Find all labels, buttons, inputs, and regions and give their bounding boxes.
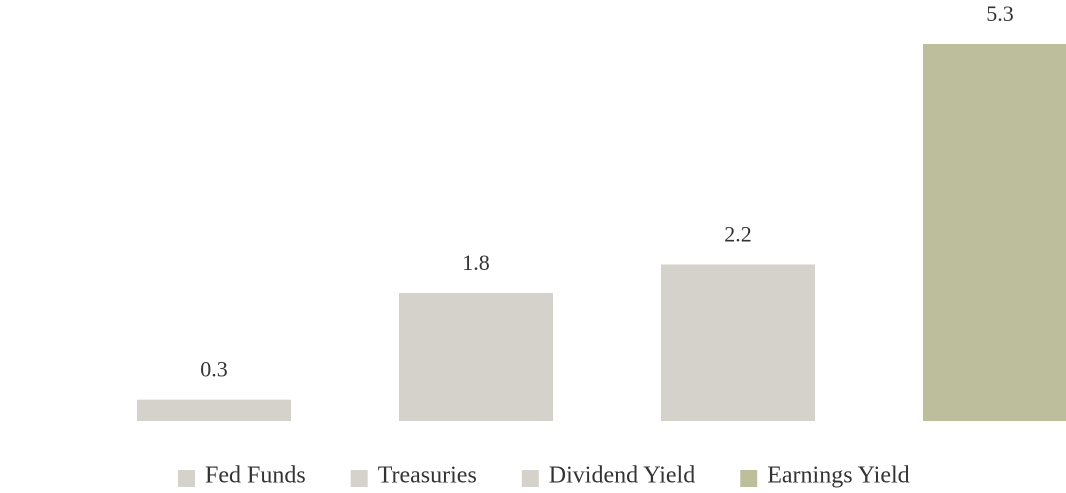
bar <box>923 44 1066 421</box>
bar <box>137 399 291 421</box>
value-label: 2.2 <box>724 222 752 247</box>
bar <box>661 264 815 421</box>
legend-label: Dividend Yield <box>549 463 695 489</box>
legend-swatch <box>178 470 195 487</box>
legend-label: Earnings Yield <box>767 463 909 489</box>
legend-swatch <box>350 470 368 487</box>
legend-label: Treasuries <box>378 463 477 489</box>
value-label: 1.8 <box>462 250 490 275</box>
value-label: 0.3 <box>200 357 228 382</box>
legend-swatch <box>740 470 758 487</box>
value-label: 5.3 <box>986 1 1014 26</box>
bar <box>399 292 553 421</box>
legend-label: Fed Funds <box>205 463 306 489</box>
legend-swatch <box>521 470 539 487</box>
